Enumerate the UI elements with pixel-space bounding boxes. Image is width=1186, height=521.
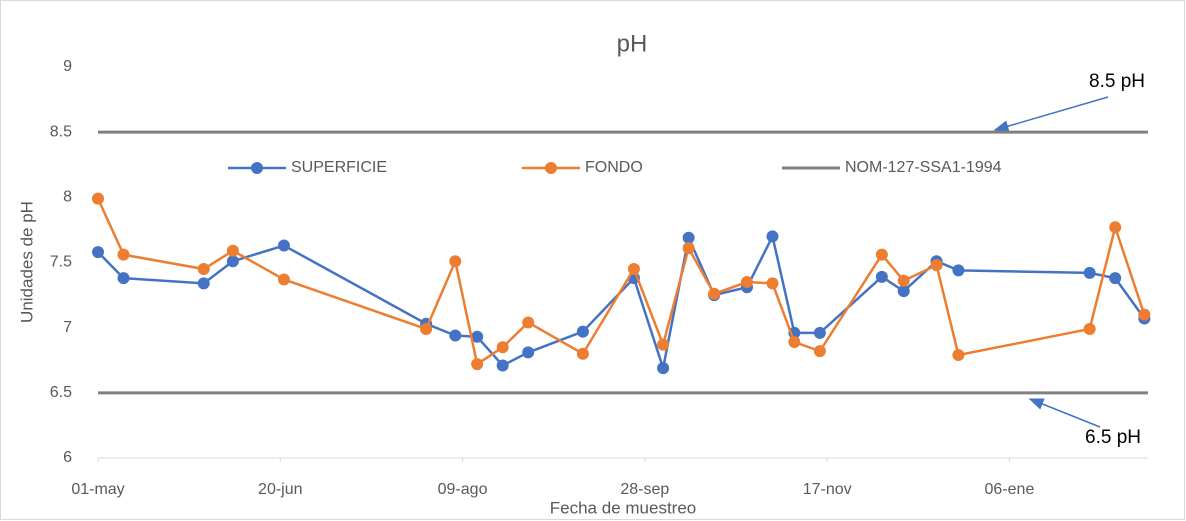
point [226, 255, 239, 268]
point [1109, 221, 1122, 234]
point [522, 316, 535, 329]
x-tick-label: 28-sep [620, 481, 669, 498]
point [92, 192, 104, 205]
point [1083, 266, 1096, 279]
point [496, 341, 509, 354]
y-tick-label: 6 [63, 449, 72, 466]
point [657, 338, 670, 351]
point [897, 285, 910, 298]
point [708, 287, 721, 300]
point [471, 330, 484, 343]
y-tick-label: 6.5 [50, 384, 72, 401]
chart-title: pH [617, 30, 648, 57]
x-tick-label: 09-ago [438, 481, 488, 498]
point [92, 246, 104, 259]
legend-label: NOM-127-SSA1-1994 [845, 159, 1002, 176]
point [740, 276, 753, 289]
point [420, 322, 433, 335]
point [682, 242, 695, 255]
y-tick-label: 8 [63, 189, 72, 206]
point [788, 336, 801, 349]
point [657, 362, 670, 375]
point [813, 326, 826, 339]
point [1109, 272, 1122, 285]
point [576, 325, 589, 338]
legend-marker [251, 162, 263, 174]
point [1138, 308, 1151, 321]
point [496, 359, 509, 372]
point [875, 248, 888, 261]
annotation-arrow [1028, 398, 1101, 428]
y-tick-label: 7 [63, 319, 72, 336]
point [766, 230, 779, 243]
annotation-arrow [993, 96, 1109, 132]
point [277, 239, 290, 252]
x-tick-label: 01-may [71, 481, 124, 498]
point [627, 263, 640, 276]
point [197, 263, 210, 276]
point [471, 358, 484, 371]
point [197, 277, 210, 290]
annotation: 6.5 pH [1085, 427, 1141, 448]
y-tick-label: 8.5 [50, 123, 72, 140]
point [449, 255, 462, 268]
series-line [96, 198, 1146, 367]
point [226, 244, 239, 257]
point [952, 349, 965, 362]
y-axis-label: Unidades de pH [17, 201, 36, 323]
x-tick-label: 17-nov [803, 481, 852, 498]
x-tick-label: 06-ene [985, 481, 1035, 498]
point [117, 272, 130, 285]
point [117, 248, 130, 261]
legend-marker [545, 162, 557, 174]
x-tick-label: 20-jun [258, 481, 302, 498]
point [875, 270, 888, 283]
legend-label: FONDO [585, 159, 643, 176]
y-tick-label: 9 [63, 58, 72, 75]
point [1083, 322, 1096, 335]
point [277, 273, 290, 286]
point [897, 274, 910, 287]
point [766, 277, 779, 290]
point [930, 259, 943, 272]
point [952, 264, 965, 277]
point [813, 345, 826, 358]
point [682, 231, 695, 244]
annotation: 8.5 pH [1089, 71, 1145, 92]
point [449, 329, 462, 342]
point [522, 346, 535, 359]
legend-label: SUPERFICIE [291, 159, 387, 176]
x-axis-label: Fecha de muestreo [550, 498, 696, 517]
point [576, 347, 589, 360]
y-tick-label: 7.5 [50, 254, 72, 271]
